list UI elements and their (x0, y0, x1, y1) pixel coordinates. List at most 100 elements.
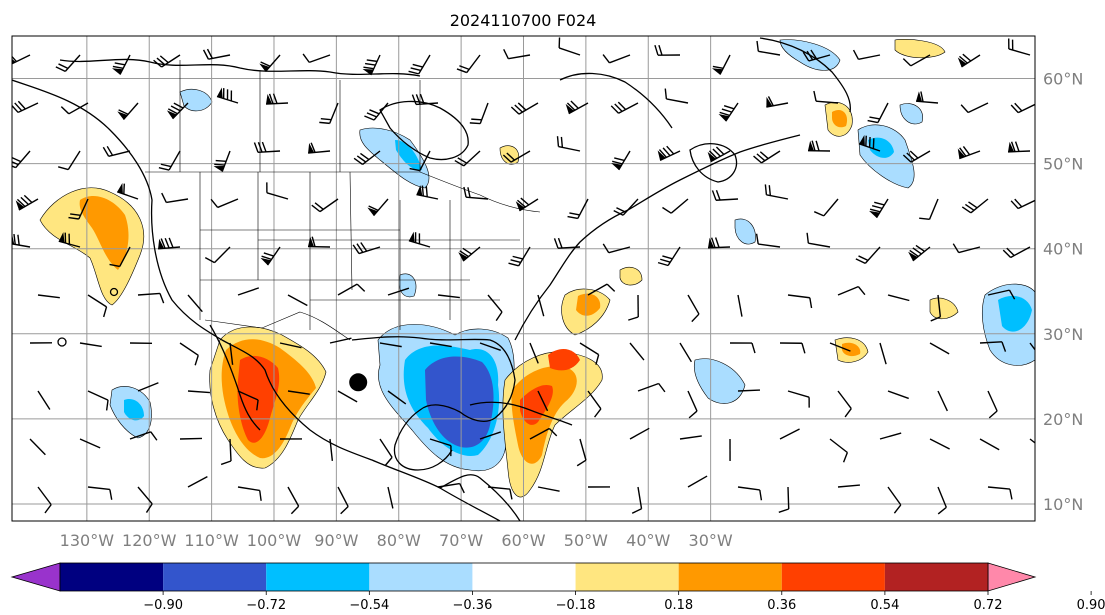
wind-barb-icon (213, 150, 231, 172)
wind-barb-icon (109, 246, 131, 268)
coastlines (12, 37, 851, 521)
wind-barb-icon (807, 140, 831, 152)
wind-barb-icon (187, 475, 208, 488)
wind-barb-icon (611, 150, 631, 171)
colorbar-level-label: −0.90 (143, 598, 183, 613)
wind-barb-icon (329, 438, 334, 461)
coastline-baja (209, 324, 261, 431)
wind-barb-icon (529, 427, 558, 440)
wind-barb-icon (15, 194, 39, 211)
colorbar-swatch (884, 563, 988, 591)
wind-barb-icon (116, 182, 139, 200)
wind-barb-icon (787, 390, 810, 408)
wind-barb-icon (487, 486, 513, 500)
wind-barb-icon (408, 231, 431, 248)
wind-barb-icon (1038, 295, 1051, 313)
wind-barb-icon (137, 292, 165, 304)
colorbar-extend-min (10, 562, 61, 592)
wind-barb-icon (287, 486, 300, 515)
colorbar-swatch (678, 563, 782, 591)
wind-barb-icon (166, 102, 189, 120)
lon-tick-label: 90°W (314, 531, 358, 550)
wind-barb-icon (237, 287, 260, 296)
wind-barb-icon (237, 390, 259, 411)
wind-barb-icon (806, 232, 831, 248)
colorbar-swatch (369, 563, 473, 591)
wind-barb-icon (537, 486, 560, 492)
lat-tick-label: 60°N (1043, 70, 1083, 89)
wind-barb-icon (937, 486, 947, 515)
wind-barb-icon (737, 486, 763, 501)
map-frame (11, 35, 1036, 522)
wind-barb-icon (210, 198, 239, 209)
wind-barb-icon (102, 145, 131, 157)
map-gridlines (12, 36, 1035, 521)
wind-barb-icon (867, 102, 889, 124)
wind-barb-icon (161, 192, 189, 204)
lon-tick-label: 110°W (184, 531, 239, 550)
colorbar-swatch (163, 563, 267, 591)
wind-barb-icon (837, 390, 852, 418)
wind-barb-icon (711, 189, 739, 201)
wind-barb-icon (537, 294, 545, 317)
lat-tick-label: 20°N (1043, 410, 1083, 429)
wind-barb-icon (352, 242, 381, 255)
wind-barb-icon (852, 49, 881, 60)
wind-barb-icon (987, 486, 1013, 500)
wind-barb-icon (869, 198, 889, 219)
wind-barb-icon (1008, 38, 1031, 56)
wind-barb-icon (437, 482, 465, 494)
positive-anomaly-mexico-core (237, 355, 280, 443)
storm-center-icon (349, 373, 368, 392)
wind-barb-icon (479, 342, 501, 352)
positive-anomaly-atlantic-5 (929, 297, 959, 320)
positive-anomaly-caribbean-core (520, 384, 553, 425)
wind-barb-icon (37, 390, 51, 410)
wind-barb-icon (902, 150, 931, 163)
wind-barb-icon (229, 342, 234, 365)
wind-barb-icon (628, 294, 639, 321)
wind-barb-icon (902, 54, 931, 67)
lon-tick-label: 130°W (60, 531, 115, 550)
wind-barb-icon (602, 54, 631, 64)
wind-barb-icon (779, 428, 800, 440)
wind-barb-icon (58, 150, 81, 171)
wind-barb-icon (729, 342, 756, 354)
wind-barb-icon (469, 102, 489, 125)
wind-barb-icon (587, 390, 602, 418)
wind-barb-icon (12, 53, 31, 66)
wind-barb-icon (259, 54, 281, 73)
wind-barb-icon (957, 145, 981, 160)
wind-barb-icon (265, 93, 289, 105)
wind-barb-icon (711, 54, 731, 75)
map-title: 2024110700 F024 (450, 11, 597, 30)
wind-barb-icon (537, 390, 549, 412)
wind-barb-icon (979, 341, 1007, 352)
wind-barb-icon (456, 54, 481, 74)
wind-barb-icon (416, 185, 439, 200)
wind-barb-icon (429, 438, 452, 457)
colorbar-level-label: −0.72 (246, 598, 286, 613)
wind-barb-icon (253, 141, 281, 154)
negative-anomaly-atlantic-small (899, 103, 923, 125)
wind-barb-icon (558, 37, 581, 56)
wind-barb-icon (387, 287, 410, 296)
wind-barb-icon (737, 294, 743, 317)
wind-barb-icon (629, 342, 645, 361)
wind-barb-icon (153, 54, 181, 68)
wind-barb-icon (987, 289, 1016, 300)
wind-barb-icon (937, 390, 948, 412)
wind-barb-icon (829, 342, 851, 352)
wind-barb-icon (629, 427, 650, 440)
wind-barb-icon (779, 342, 806, 354)
coastline-canada-north (59, 58, 421, 77)
wind-barb-icon (337, 486, 349, 515)
wind-barb-icon (58, 232, 81, 248)
wind-barb-icon (602, 243, 631, 254)
border-us-mexico (204, 311, 351, 341)
anomaly-shading (39, 39, 1035, 498)
wind-barb-icon (908, 244, 931, 262)
wind-barb-icon (610, 101, 639, 114)
lat-tick-label: 30°N (1043, 325, 1083, 344)
wind-barb-icon (220, 438, 232, 466)
